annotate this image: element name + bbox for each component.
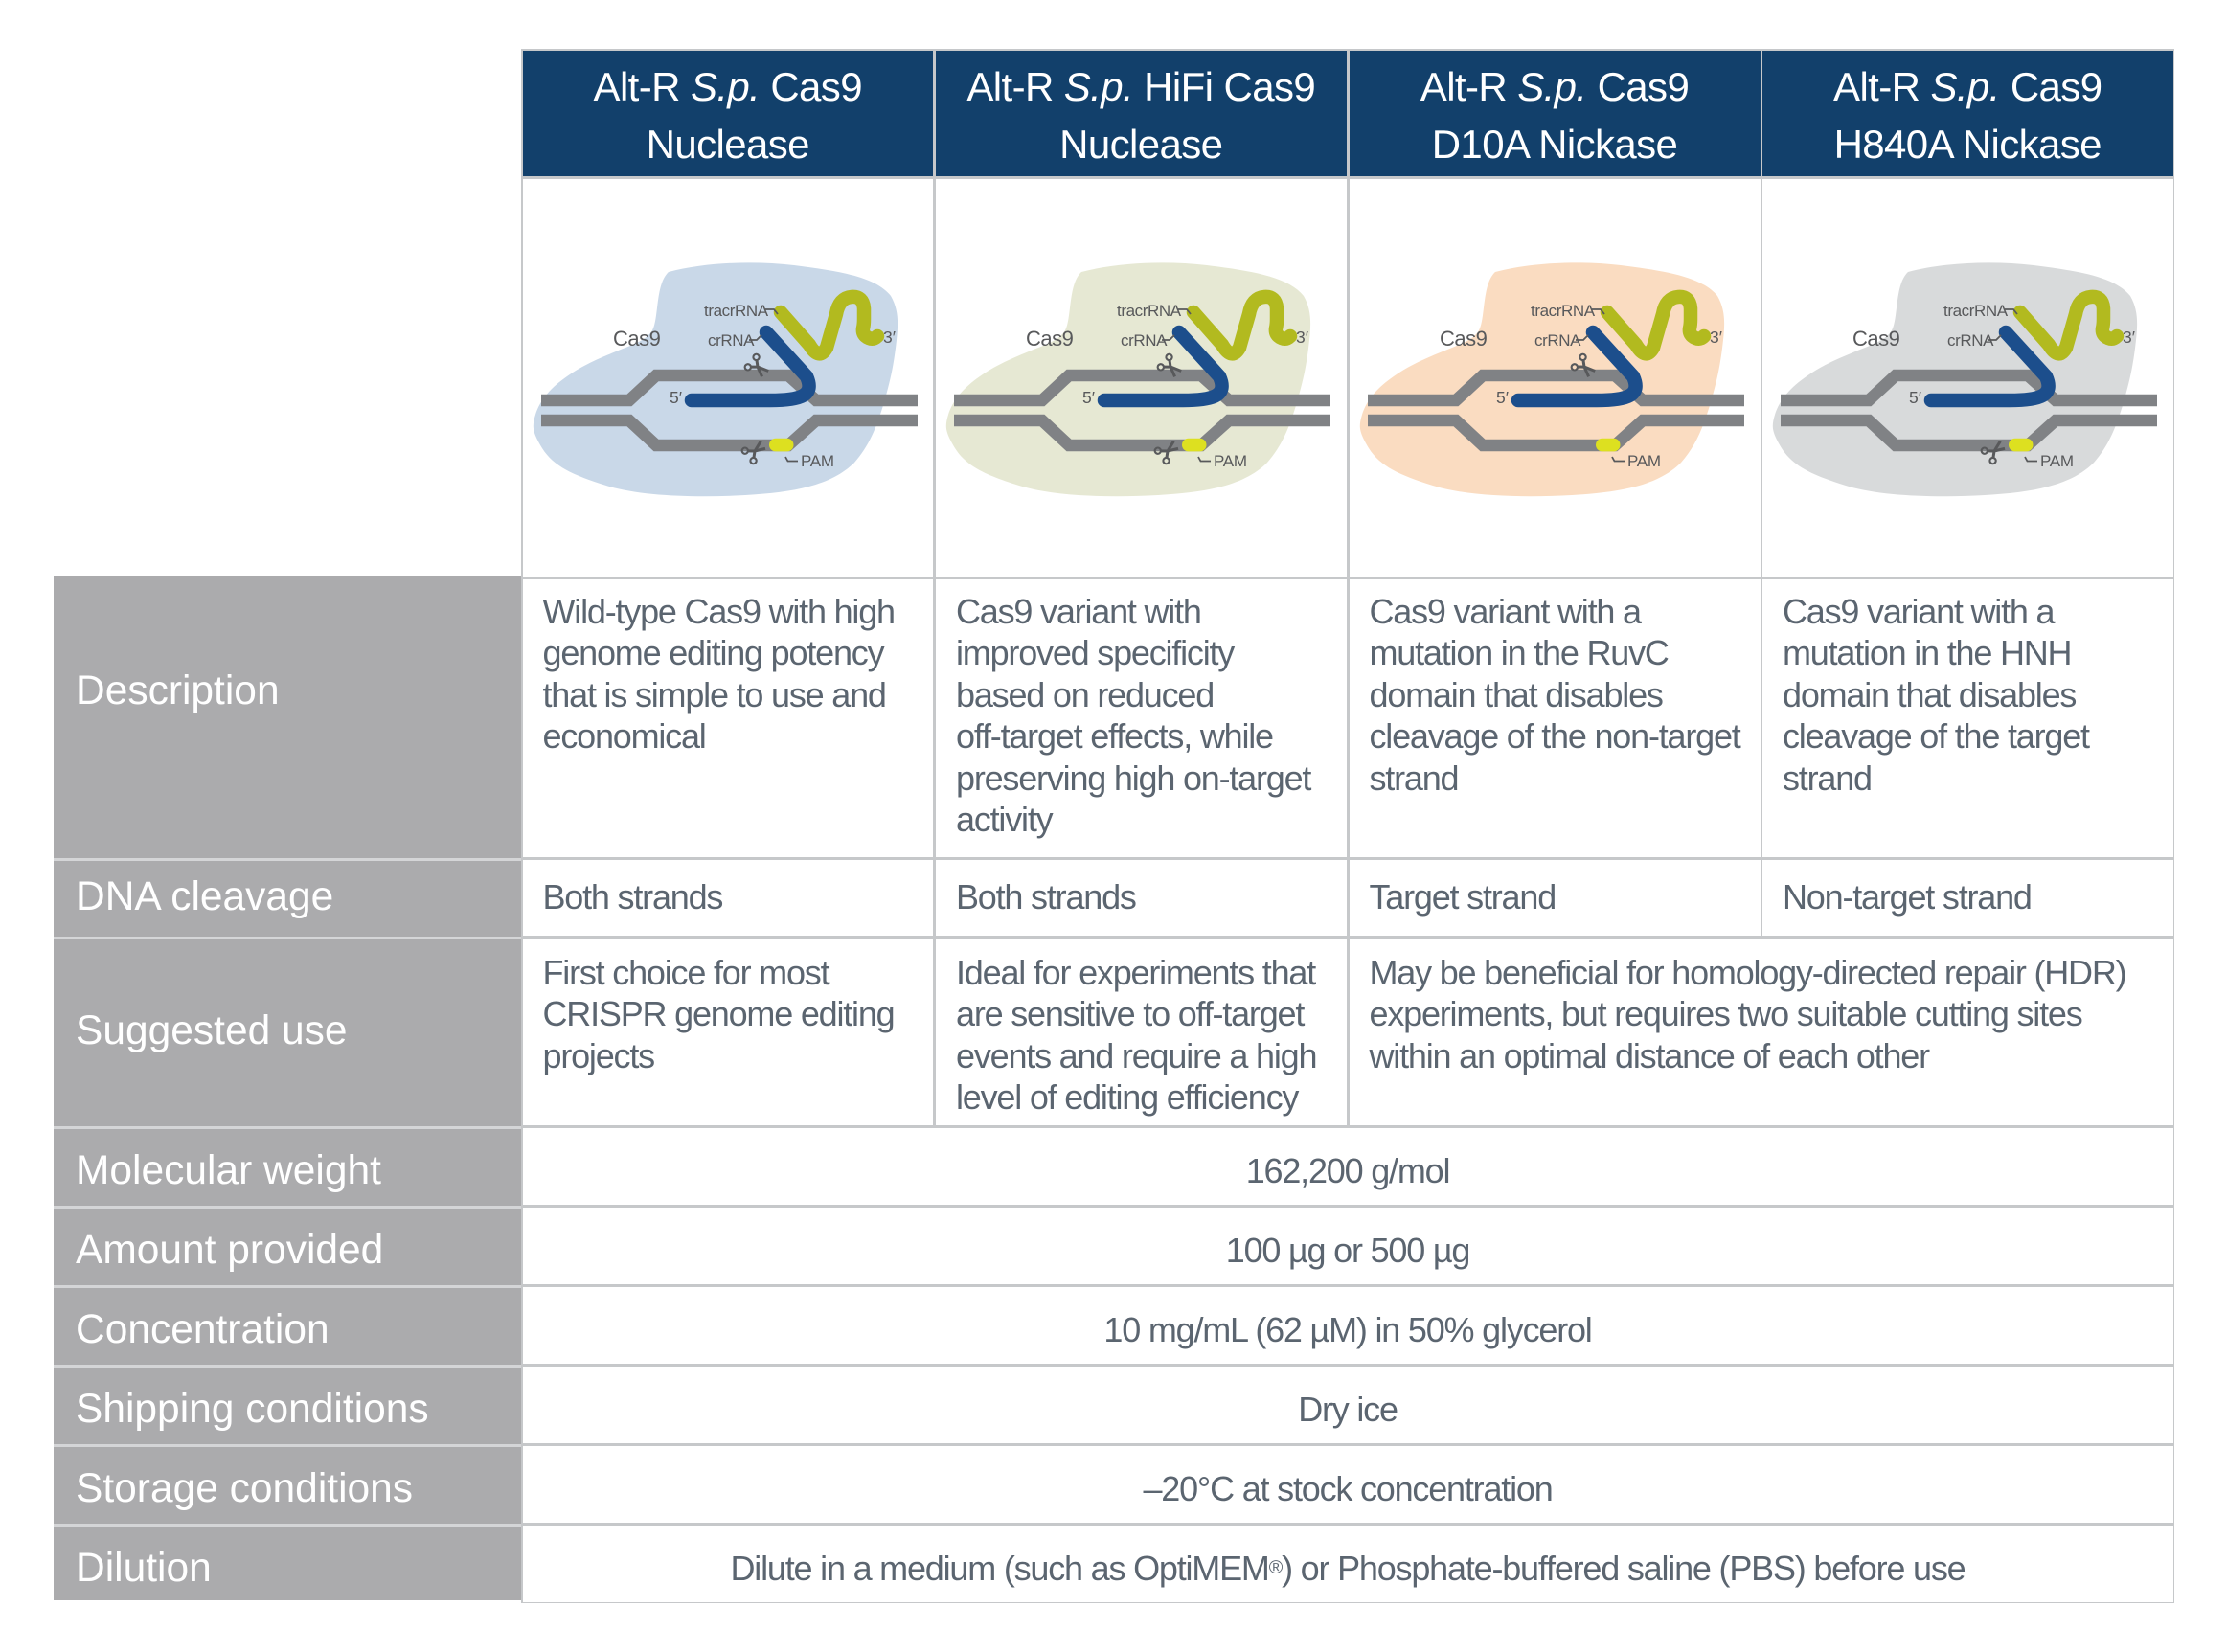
- svg-text:tracrRNA: tracrRNA: [1943, 302, 2009, 320]
- svg-text:Cas9: Cas9: [1440, 327, 1488, 351]
- svg-text:tracrRNA: tracrRNA: [1531, 302, 1596, 320]
- svg-text:crRNA: crRNA: [1947, 331, 1994, 350]
- svg-text:3′: 3′: [1710, 328, 1722, 347]
- svg-text:PAM: PAM: [1627, 452, 1661, 470]
- svg-text:PAM: PAM: [1214, 452, 1247, 470]
- svg-text:3′: 3′: [883, 328, 896, 347]
- svg-text:crRNA: crRNA: [708, 331, 755, 350]
- svg-text:crRNA: crRNA: [1121, 331, 1168, 350]
- svg-text:PAM: PAM: [2040, 452, 2074, 470]
- svg-text:5′: 5′: [670, 388, 682, 407]
- svg-text:crRNA: crRNA: [1534, 331, 1581, 350]
- svg-text:tracrRNA: tracrRNA: [704, 302, 769, 320]
- svg-text:Cas9: Cas9: [1026, 327, 1074, 351]
- svg-text:3′: 3′: [1296, 328, 1308, 347]
- svg-text:3′: 3′: [2123, 328, 2135, 347]
- svg-text:Cas9: Cas9: [613, 327, 661, 351]
- svg-text:5′: 5′: [1082, 388, 1095, 407]
- svg-text:PAM: PAM: [801, 452, 834, 470]
- svg-text:5′: 5′: [1909, 388, 1921, 407]
- svg-text:Cas9: Cas9: [1852, 327, 1900, 351]
- svg-text:tracrRNA: tracrRNA: [1117, 302, 1182, 320]
- svg-text:5′: 5′: [1496, 388, 1509, 407]
